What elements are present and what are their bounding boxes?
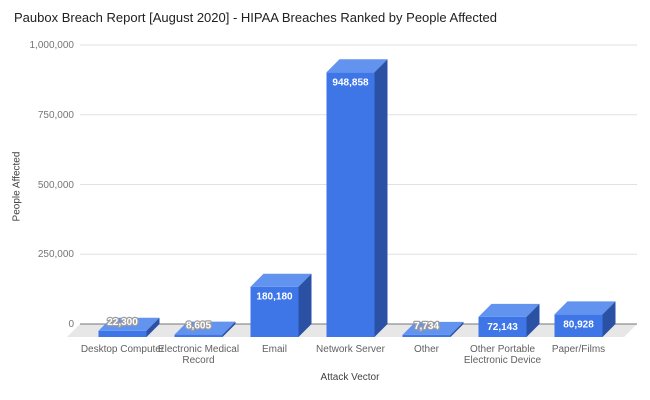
bar-paper-films [554, 301, 616, 337]
x-category-label-desktop-computer: Desktop Computer [80, 344, 165, 355]
x-category-label-other: Other [413, 344, 439, 355]
x-axis-title: Attack Vector [320, 372, 380, 383]
bar-email [250, 273, 312, 337]
x-category-label-other-portable-electronic-device: Other Portable Electronic Device [463, 344, 542, 366]
x-category-label-network-server: Network Server [316, 344, 385, 355]
bar-electronic-medical-record [174, 321, 236, 337]
bar-network-server [326, 59, 388, 338]
bar-value-label: 948,858 [332, 77, 369, 88]
y-tick-label: 250,000 [37, 249, 74, 260]
bar-value-label: 80,928 [563, 319, 594, 330]
bar-value-label: 8,605 [186, 321, 211, 332]
bar-value-label: 180,180 [256, 292, 293, 303]
bar-desktop-computer [98, 317, 160, 337]
bar-value-label: 72,143 [487, 322, 518, 333]
x-category-label-electronic-medical-record: Electronic Medical Record [157, 344, 240, 366]
y-tick-label: 750,000 [37, 110, 74, 121]
y-tick-label: 0 [68, 319, 74, 330]
y-tick-label: 1,000,000 [29, 40, 75, 51]
x-category-label-paper-films: Paper/Films [551, 344, 606, 355]
bar-value-label: 22,300 [107, 317, 138, 328]
bar-other [402, 321, 464, 337]
x-category-label-email: Email [261, 344, 287, 355]
y-tick-label: 500,000 [37, 180, 74, 191]
bar-other-portable-electronic-device [478, 303, 540, 337]
bar-value-label: 7,734 [414, 321, 439, 332]
chart-title: Paubox Breach Report [August 2020] - HIP… [14, 10, 497, 25]
